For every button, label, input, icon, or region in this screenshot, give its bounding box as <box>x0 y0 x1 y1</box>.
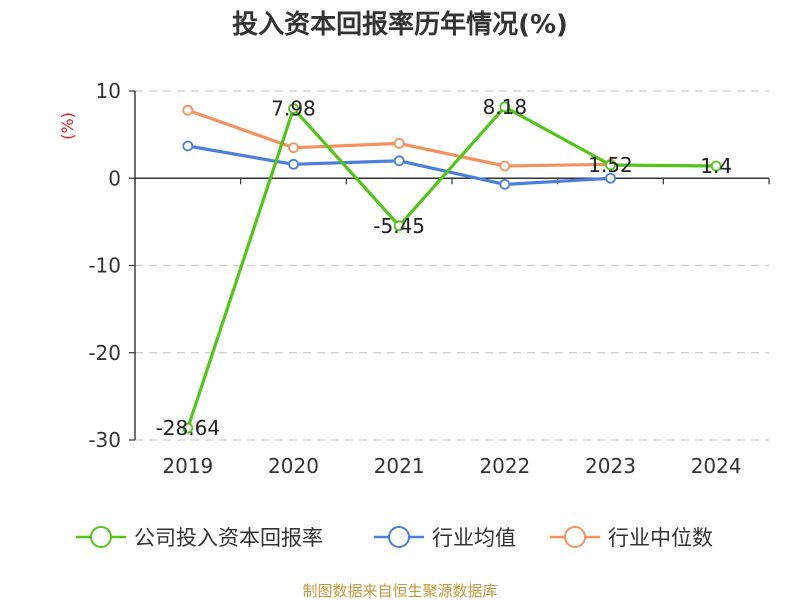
y-axis-label: (%) <box>58 112 77 140</box>
legend-item[interactable]: 行业均值 <box>374 526 516 550</box>
data-point <box>499 178 511 190</box>
data-point <box>605 159 616 171</box>
series-lines <box>182 101 722 434</box>
legend-swatch-marker <box>564 526 586 548</box>
axes: 10 0 -10 -20 -30 2019 2020 2021 2022 2023 2024 <box>88 79 770 478</box>
source-note: 制图数据来自恒生聚源数据库 <box>302 582 497 600</box>
data-point <box>605 172 616 184</box>
data-point <box>499 101 511 113</box>
legend: 公司投入资本回报率 行业均值 行业中位数 <box>76 526 713 550</box>
y-tick-label: 0 <box>108 166 121 190</box>
data-point <box>288 103 299 115</box>
data-point <box>499 160 511 172</box>
data-point <box>288 158 299 170</box>
y-tick-label: -10 <box>88 254 121 278</box>
x-tick-label: 2021 <box>374 454 425 478</box>
data-point <box>393 155 405 167</box>
x-tick-label: 2019 <box>162 454 213 478</box>
x-tick-label: 2020 <box>268 454 319 478</box>
data-point <box>393 137 405 149</box>
y-tick-label: -30 <box>88 428 121 452</box>
x-tick-label: 2022 <box>479 454 530 478</box>
data-point <box>288 142 299 154</box>
y-tick-label: -20 <box>88 341 121 365</box>
legend-label: 行业中位数 <box>608 526 713 550</box>
legend-swatch-marker <box>388 526 410 548</box>
legend-label: 公司投入资本回报率 <box>134 526 323 550</box>
legend-swatch-marker <box>90 526 112 548</box>
data-labels: -28.64 7.98 -5.45 8.18 1.52 1.4 <box>156 95 732 440</box>
data-point <box>710 160 722 172</box>
data-label: 1.4 <box>700 154 732 178</box>
x-tick-label: 2024 <box>691 454 742 478</box>
data-label: 7.98 <box>271 97 316 121</box>
data-label: -28.64 <box>156 416 220 440</box>
data-label: 8.18 <box>483 95 528 119</box>
data-label: 1.52 <box>588 153 633 177</box>
legend-label: 行业均值 <box>432 526 516 550</box>
chart-title: 投入资本回报率历年情况(%) <box>232 9 568 40</box>
y-tick-label: 10 <box>96 79 121 103</box>
legend-item[interactable]: 公司投入资本回报率 <box>76 526 323 550</box>
data-point <box>393 220 405 232</box>
x-tick-label: 2023 <box>585 454 636 478</box>
series-line <box>186 105 718 430</box>
data-point <box>182 104 194 116</box>
data-point <box>182 140 194 152</box>
grid-lines <box>135 90 769 441</box>
data-label: -5.45 <box>373 214 425 238</box>
data-point <box>182 422 194 434</box>
legend-item[interactable]: 行业中位数 <box>550 526 713 550</box>
